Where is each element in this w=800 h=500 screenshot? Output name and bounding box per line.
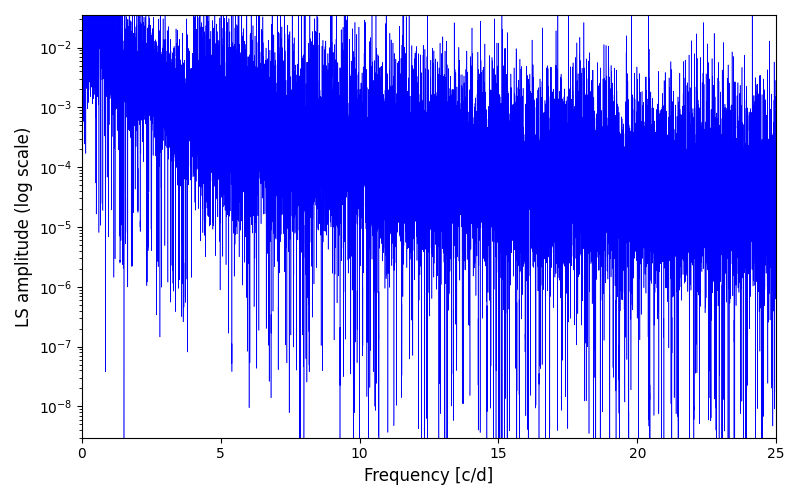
Y-axis label: LS amplitude (log scale): LS amplitude (log scale) <box>15 126 33 326</box>
X-axis label: Frequency [c/d]: Frequency [c/d] <box>364 467 494 485</box>
